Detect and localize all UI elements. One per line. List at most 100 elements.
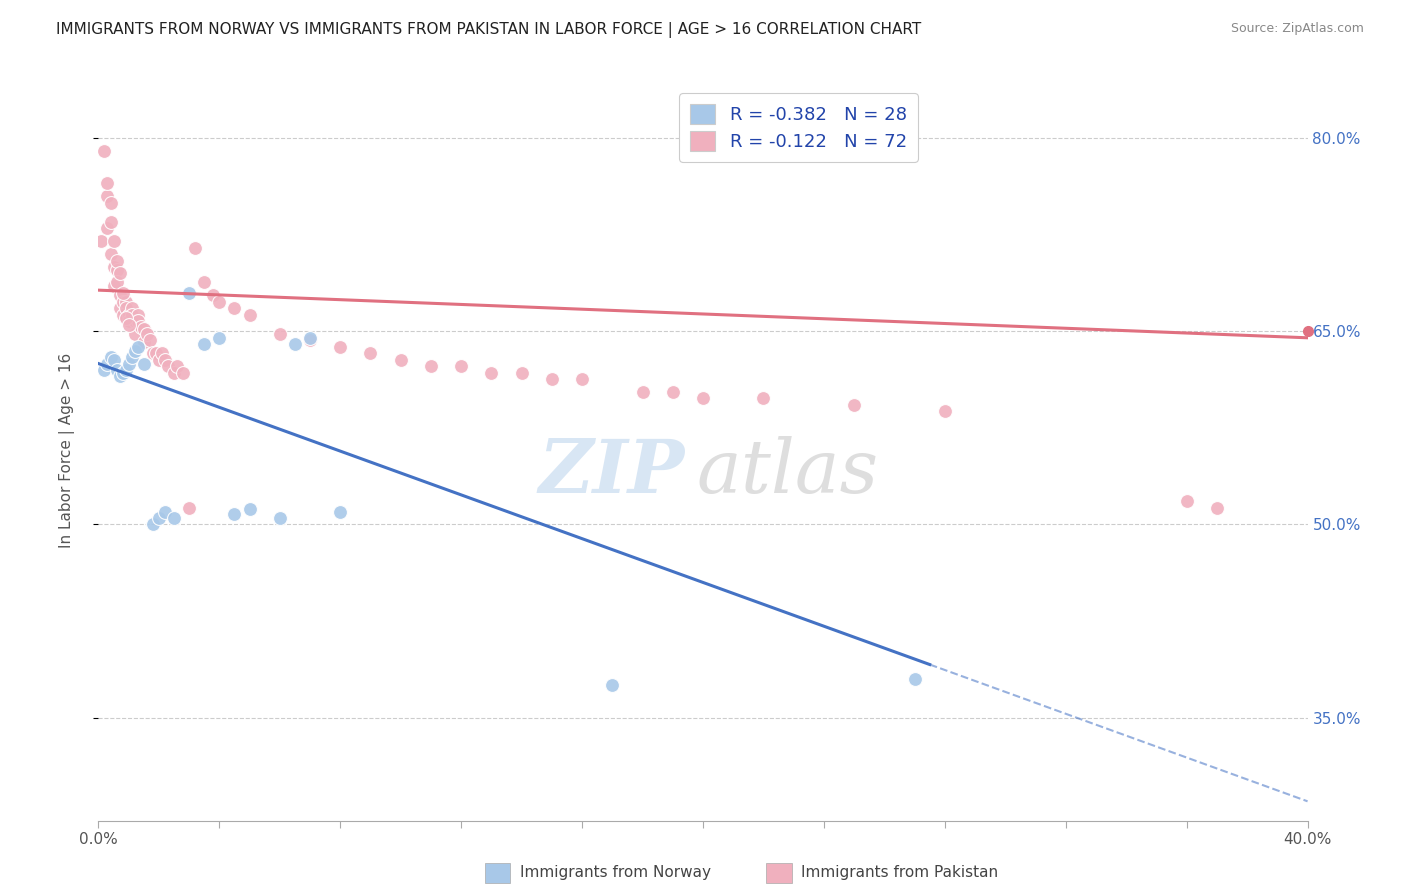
Point — [108, 267, 131, 281]
Point — [239, 502, 262, 516]
Point — [193, 276, 215, 290]
Point — [661, 384, 683, 399]
Point — [108, 369, 131, 384]
Point — [105, 253, 128, 268]
Point — [142, 517, 165, 532]
Point — [193, 337, 215, 351]
Point — [163, 511, 186, 525]
Point — [224, 507, 246, 521]
Point — [202, 288, 225, 302]
Point — [481, 366, 503, 380]
Point — [150, 346, 173, 360]
Point — [1175, 494, 1198, 508]
Point — [105, 262, 128, 277]
Y-axis label: In Labor Force | Age > 16: In Labor Force | Age > 16 — [59, 353, 75, 548]
Point — [360, 346, 382, 360]
Text: atlas: atlas — [697, 436, 879, 509]
Point — [114, 301, 136, 315]
Point — [389, 352, 412, 367]
Point — [118, 357, 141, 371]
Point — [172, 366, 194, 380]
Point — [299, 334, 322, 348]
Point — [631, 384, 654, 399]
Point — [124, 314, 146, 328]
Point — [139, 334, 162, 348]
Point — [239, 308, 262, 322]
Point — [142, 346, 165, 360]
Point — [118, 314, 141, 328]
Legend: R = -0.382   N = 28, R = -0.122   N = 72: R = -0.382 N = 28, R = -0.122 N = 72 — [679, 93, 918, 161]
Point — [105, 276, 128, 290]
Point — [103, 260, 125, 274]
Point — [571, 372, 593, 386]
Point — [127, 340, 149, 354]
Point — [121, 301, 143, 315]
Point — [114, 363, 136, 377]
Point — [163, 366, 186, 380]
Point — [93, 363, 115, 377]
Text: ZIP: ZIP — [538, 436, 685, 509]
Point — [299, 331, 322, 345]
Point — [329, 505, 352, 519]
Point — [103, 234, 125, 248]
Point — [114, 294, 136, 309]
Text: Immigrants from Pakistan: Immigrants from Pakistan — [801, 865, 998, 880]
Point — [96, 221, 118, 235]
Point — [100, 247, 122, 261]
Point — [121, 308, 143, 322]
Point — [135, 326, 157, 341]
Point — [166, 359, 188, 373]
Point — [127, 308, 149, 322]
Point — [156, 359, 179, 373]
Point — [132, 334, 155, 349]
Point — [153, 505, 176, 519]
Point — [103, 279, 125, 293]
Point — [93, 144, 115, 158]
Point — [208, 331, 231, 345]
Point — [105, 363, 128, 377]
Point — [111, 308, 134, 322]
Point — [510, 366, 533, 380]
Point — [148, 511, 170, 525]
Point — [184, 241, 207, 255]
Point — [934, 404, 956, 418]
Point — [145, 346, 167, 360]
Point — [96, 357, 118, 371]
Text: IMMIGRANTS FROM NORWAY VS IMMIGRANTS FROM PAKISTAN IN LABOR FORCE | AGE > 16 COR: IMMIGRANTS FROM NORWAY VS IMMIGRANTS FRO… — [56, 22, 921, 38]
Point — [132, 357, 155, 371]
Point — [179, 500, 201, 515]
Point — [179, 285, 201, 300]
Point — [153, 352, 176, 367]
Point — [114, 311, 136, 326]
Point — [224, 301, 246, 315]
Point — [100, 350, 122, 364]
Point — [100, 215, 122, 229]
Point — [111, 285, 134, 300]
Point — [108, 288, 131, 302]
Point — [148, 352, 170, 367]
Point — [90, 234, 112, 248]
Point — [692, 392, 714, 406]
Point — [329, 340, 352, 354]
Point — [100, 195, 122, 210]
Point — [1206, 500, 1229, 515]
Point — [118, 308, 141, 322]
Text: Immigrants from Norway: Immigrants from Norway — [520, 865, 711, 880]
Point — [124, 326, 146, 341]
Point — [121, 350, 143, 364]
Point — [269, 511, 291, 525]
Point — [129, 320, 152, 334]
Point — [269, 326, 291, 341]
Point — [96, 176, 118, 190]
Point — [540, 372, 562, 386]
Point — [208, 294, 231, 309]
Point — [103, 352, 125, 367]
Point — [450, 359, 472, 373]
Point — [752, 392, 775, 406]
Point — [284, 337, 307, 351]
Point — [132, 322, 155, 336]
Point — [127, 314, 149, 328]
Point — [904, 672, 927, 686]
Point — [118, 318, 141, 332]
Point — [844, 398, 866, 412]
